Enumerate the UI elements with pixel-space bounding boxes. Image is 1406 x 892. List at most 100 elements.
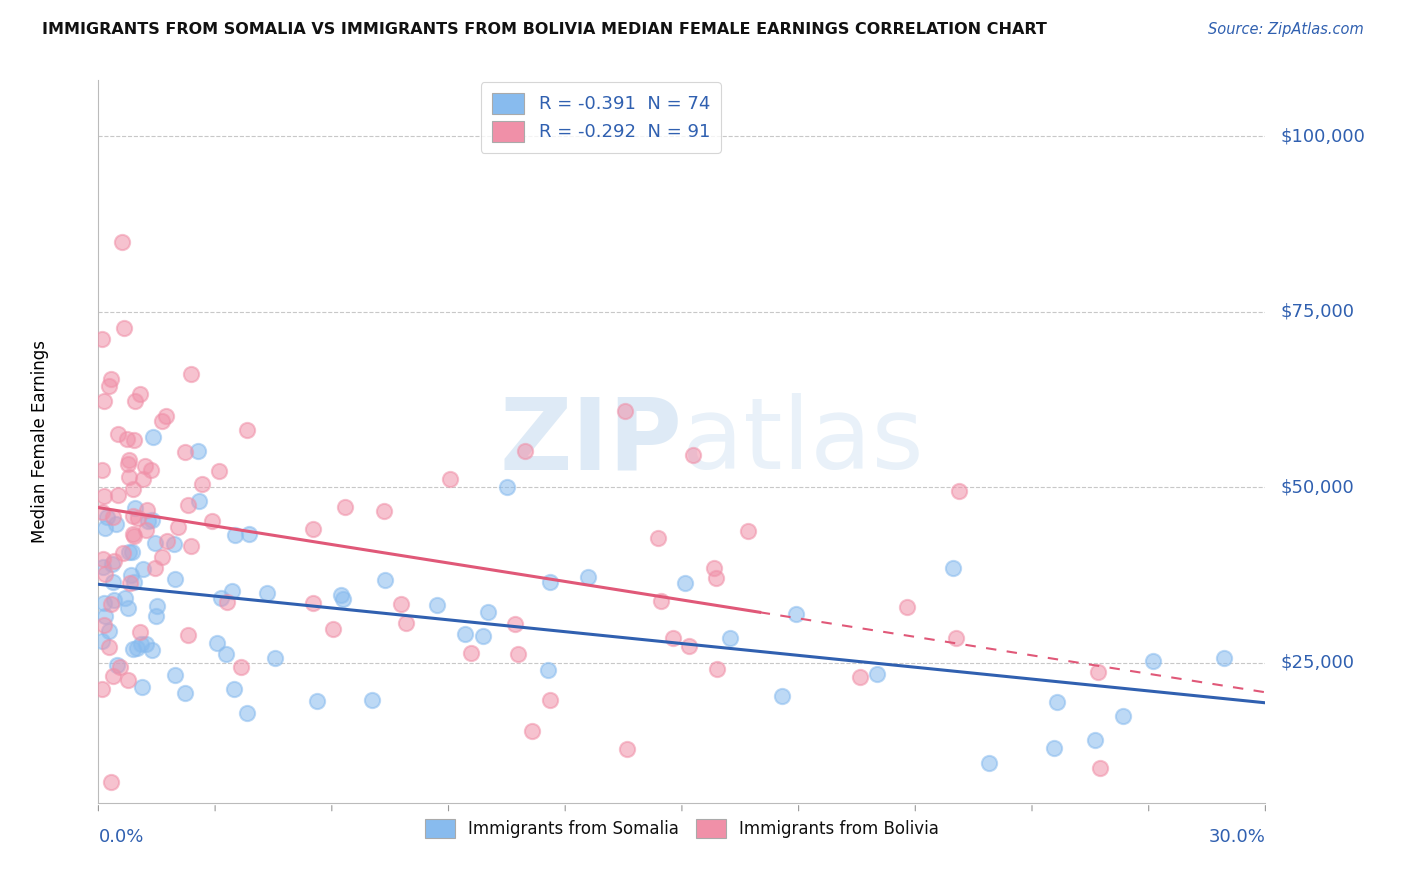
Point: [538, 575, 561, 590]
Point: [522, 724, 544, 739]
Point: [125, 641, 148, 656]
Point: [395, 615, 418, 630]
Point: [107, 426, 129, 441]
Point: [180, 367, 202, 381]
Text: Source: ZipAtlas.com: Source: ZipAtlas.com: [1208, 22, 1364, 37]
Point: [515, 444, 537, 458]
Text: $50,000: $50,000: [1281, 478, 1355, 496]
Point: [477, 605, 499, 619]
Point: [142, 430, 165, 444]
Point: [849, 670, 872, 684]
Point: [472, 629, 495, 643]
Text: $25,000: $25,000: [1281, 654, 1355, 672]
Point: [135, 523, 157, 537]
Text: Median Female Earnings: Median Female Earnings: [31, 340, 49, 543]
Point: [122, 527, 145, 541]
Point: [139, 463, 162, 477]
Point: [100, 597, 122, 611]
Point: [115, 432, 138, 446]
Point: [91, 634, 114, 648]
Point: [124, 433, 146, 447]
Point: [426, 599, 449, 613]
Point: [179, 539, 201, 553]
Text: IMMIGRANTS FROM SOMALIA VS IMMIGRANTS FROM BOLIVIA MEDIAN FEMALE EARNINGS CORREL: IMMIGRANTS FROM SOMALIA VS IMMIGRANTS FR…: [42, 22, 1047, 37]
Point: [118, 453, 141, 467]
Point: [101, 574, 124, 589]
Point: [100, 774, 122, 789]
Point: [322, 623, 344, 637]
Point: [374, 574, 396, 588]
Text: $100,000: $100,000: [1281, 128, 1365, 145]
Point: [737, 524, 759, 538]
Point: [131, 680, 153, 694]
Point: [1084, 732, 1107, 747]
Point: [124, 574, 146, 589]
Point: [1042, 741, 1064, 756]
Point: [91, 552, 114, 566]
Point: [214, 647, 236, 661]
Point: [132, 472, 155, 486]
Point: [236, 706, 259, 721]
Point: [785, 607, 807, 621]
Point: [576, 570, 599, 584]
Point: [942, 561, 965, 575]
Point: [704, 570, 727, 584]
Text: ZIP: ZIP: [499, 393, 682, 490]
Point: [93, 618, 115, 632]
Point: [1142, 654, 1164, 668]
Point: [124, 500, 146, 515]
Point: [256, 586, 278, 600]
Point: [94, 521, 117, 535]
Point: [1087, 665, 1109, 679]
Point: [155, 409, 177, 424]
Point: [865, 667, 887, 681]
Point: [129, 624, 152, 639]
Point: [174, 445, 197, 459]
Point: [506, 647, 529, 661]
Point: [307, 694, 329, 708]
Point: [156, 533, 179, 548]
Point: [1112, 709, 1135, 723]
Point: [141, 513, 163, 527]
Point: [114, 591, 136, 606]
Point: [647, 531, 669, 545]
Point: [96, 509, 118, 524]
Point: [118, 576, 141, 591]
Point: [91, 681, 114, 696]
Legend: Immigrants from Somalia, Immigrants from Bolivia: Immigrants from Somalia, Immigrants from…: [418, 813, 946, 845]
Point: [111, 546, 134, 560]
Point: [91, 505, 114, 519]
Point: [332, 592, 354, 607]
Point: [141, 643, 163, 657]
Point: [720, 631, 742, 645]
Point: [236, 423, 259, 437]
Point: [93, 596, 115, 610]
Point: [121, 545, 143, 559]
Point: [167, 520, 190, 534]
Point: [1046, 695, 1069, 709]
Point: [127, 511, 149, 525]
Point: [389, 597, 412, 611]
Point: [135, 637, 157, 651]
Point: [373, 503, 395, 517]
Point: [105, 517, 128, 532]
Point: [675, 575, 697, 590]
Point: [93, 489, 115, 503]
Point: [188, 494, 211, 508]
Point: [118, 544, 141, 558]
Point: [948, 484, 970, 499]
Point: [136, 514, 159, 528]
Point: [678, 639, 700, 653]
Point: [616, 742, 638, 756]
Point: [173, 686, 195, 700]
Point: [703, 561, 725, 575]
Point: [163, 537, 186, 551]
Point: [505, 616, 527, 631]
Point: [118, 470, 141, 484]
Point: [152, 550, 174, 565]
Point: [329, 589, 352, 603]
Point: [207, 636, 229, 650]
Point: [201, 514, 224, 528]
Point: [145, 608, 167, 623]
Point: [100, 372, 122, 386]
